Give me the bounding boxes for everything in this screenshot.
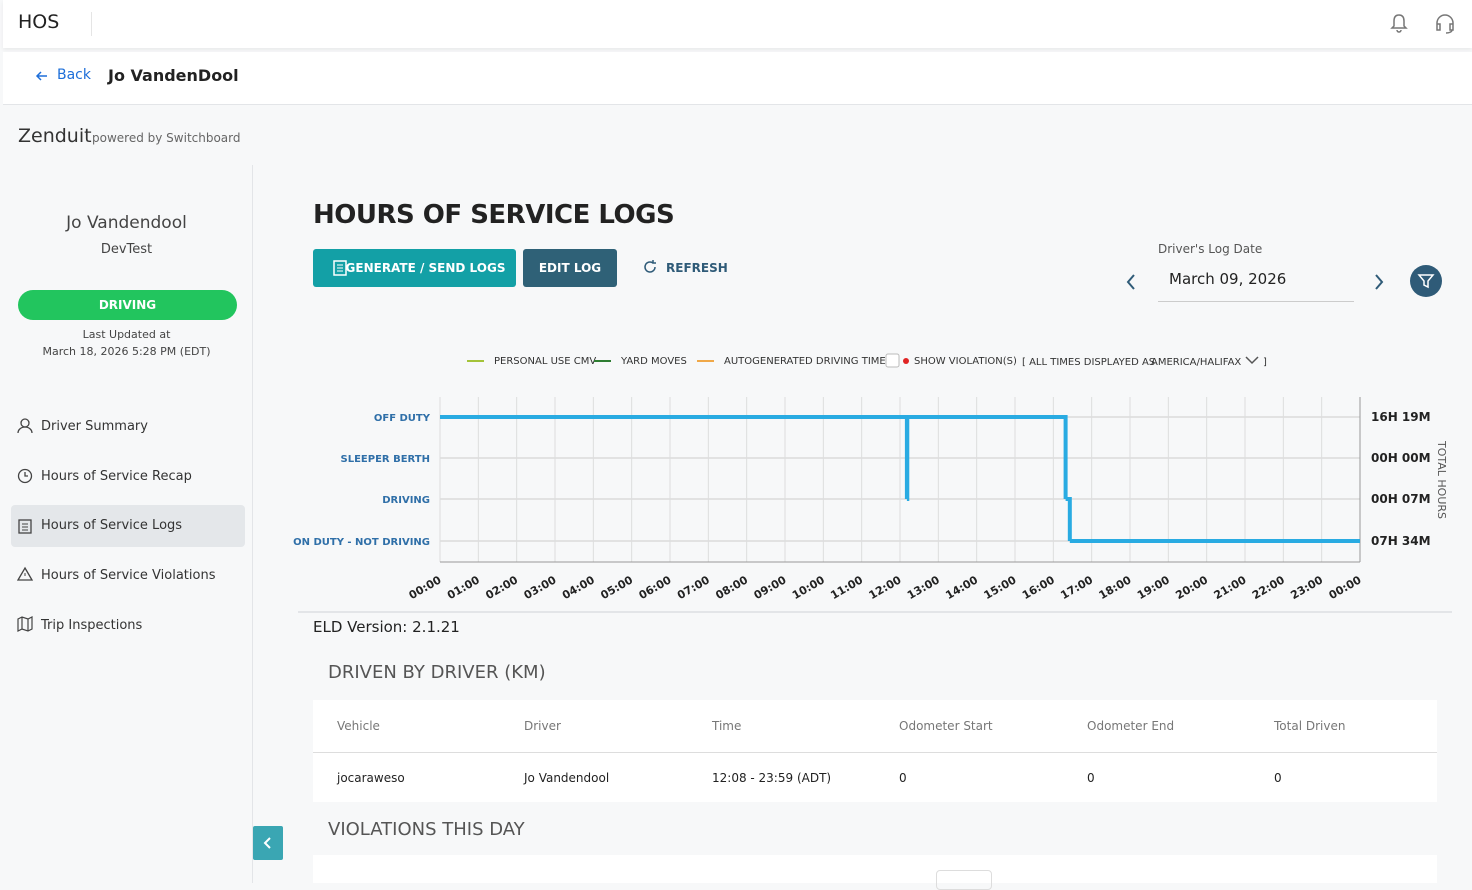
support-icon[interactable] [1433, 12, 1457, 36]
column-header: Total Driven [1274, 719, 1345, 733]
driven-table: Vehicle Driver Time Odometer Start Odometer … [313, 700, 1437, 802]
status-segment [440, 417, 907, 499]
violations-title: VIOLATIONS THIS DAY [328, 819, 525, 840]
nav-item[interactable]: Trip Inspections [11, 605, 245, 647]
status-segment [1066, 499, 1070, 541]
x-tick-label: 13:00 [905, 573, 942, 602]
x-tick-label: 16:00 [1020, 573, 1057, 602]
bell-icon[interactable] [1388, 12, 1410, 34]
nav-item[interactable]: Hours of Service Violations [11, 555, 245, 597]
driven-title: DRIVEN BY DRIVER (KM) [328, 662, 546, 683]
x-tick-label: 03:00 [522, 573, 559, 602]
x-tick-label: 14:00 [943, 573, 980, 602]
total-label: 00H 00M [1371, 451, 1431, 465]
x-tick-label: 06:00 [637, 573, 674, 602]
refresh-icon [642, 259, 658, 275]
top-bar: HOS [3, 0, 1472, 48]
nav-item[interactable]: Hours of Service Logs [11, 505, 245, 547]
date-field[interactable]: March 09, 2026 [1158, 262, 1354, 302]
x-tick-label: 19:00 [1135, 573, 1172, 602]
x-tick-label: 01:00 [445, 573, 482, 602]
timezone: AMERICA/HALIFAX [1151, 357, 1241, 368]
x-tick-label: 04:00 [560, 573, 597, 602]
y-tick-label: ON DUTY - NOT DRIVING [293, 537, 430, 548]
nav-item[interactable]: Hours of Service Recap [11, 456, 245, 498]
x-tick-label: 21:00 [1212, 573, 1249, 602]
y-tick-label: DRIVING [382, 495, 430, 506]
refresh-button[interactable]: REFRESH [666, 261, 728, 275]
x-tick-label: 20:00 [1173, 573, 1210, 602]
doc-icon [333, 260, 347, 276]
x-tick-label: 18:00 [1097, 573, 1134, 602]
x-tick-label: 05:00 [598, 573, 635, 602]
x-tick-label: 15:00 [982, 573, 1019, 602]
updated-time: March 18, 2026 5:28 PM (EDT) [0, 345, 253, 358]
prev-date[interactable] [1124, 272, 1138, 292]
status-badge: DRIVING [18, 290, 237, 320]
x-tick-label: 11:00 [828, 573, 865, 602]
x-tick-label: 00:00 [1327, 573, 1364, 602]
table-cell: 0 [1087, 771, 1095, 785]
violations-label: SHOW VIOLATION(S) [914, 356, 1017, 367]
generate-label: GENERATE / SEND LOGS [346, 261, 506, 275]
table-cell: Jo Vandendool [524, 771, 609, 785]
timezone-suffix: ] [1263, 357, 1267, 368]
total-label: 07H 34M [1371, 534, 1431, 548]
table-cell: jocaraweso [337, 771, 405, 785]
x-tick-label: 10:00 [790, 573, 827, 602]
date-label: Driver's Log Date [1158, 242, 1262, 256]
legend-label: AUTOGENERATED DRIVING TIME [724, 356, 886, 367]
timezone-dropdown [1246, 357, 1258, 363]
brand: Zenduit [18, 125, 92, 147]
y-tick-label: OFF DUTY [374, 413, 431, 424]
updated-label: Last Updated at [0, 328, 253, 341]
driver-heading: Jo VandenDool [108, 66, 239, 85]
brand-powered: powered by Switchboard [92, 131, 241, 145]
total-label: 16H 19M [1371, 410, 1431, 424]
column-header: Odometer Start [899, 719, 993, 733]
edit-button[interactable]: EDIT LOG [523, 249, 617, 287]
timezone-prefix: [ ALL TIMES DISPLAYED AS [1022, 357, 1155, 368]
column-header: Vehicle [337, 719, 380, 733]
x-tick-label: 22:00 [1250, 573, 1287, 602]
collapse-button[interactable] [253, 826, 283, 860]
legend-label: PERSONAL USE CMV [494, 356, 596, 367]
back-arrow[interactable] [35, 69, 49, 83]
app-title: HOS [18, 11, 59, 33]
y-tick-label: SLEEPER BERTH [341, 454, 430, 465]
column-header: Odometer End [1087, 719, 1174, 733]
page-title: HOURS OF SERVICE LOGS [313, 200, 674, 230]
y2-title: TOTAL HOURS [1435, 440, 1448, 519]
nav-item[interactable]: Driver Summary [11, 406, 245, 448]
x-tick-label: 00:00 [407, 573, 444, 602]
table-cell: 12:08 - 23:59 (ADT) [712, 771, 831, 785]
x-tick-label: 09:00 [752, 573, 789, 602]
x-tick-label: 07:00 [675, 573, 712, 602]
table-cell: 0 [899, 771, 907, 785]
table-cell: 0 [1274, 771, 1282, 785]
x-tick-label: 12:00 [867, 573, 904, 602]
x-tick-label: 08:00 [713, 573, 750, 602]
total-label: 00H 07M [1371, 492, 1431, 506]
nav-icons [17, 418, 35, 638]
sub-header: Back Jo VandenDool [3, 52, 1472, 105]
driver-name: Jo Vandendool [0, 213, 253, 233]
driver-group: DevTest [0, 242, 253, 257]
violations-panel [313, 855, 1437, 883]
x-tick-label: 02:00 [483, 573, 520, 602]
legend-label: YARD MOVES [620, 356, 687, 367]
next-date[interactable] [1372, 272, 1386, 292]
x-tick-label: 17:00 [1058, 573, 1095, 602]
column-header: Driver [524, 719, 561, 733]
violations-checkbox[interactable] [886, 354, 899, 367]
back-link[interactable]: Back [57, 67, 91, 83]
status-segment [907, 417, 1065, 499]
violation-dot [903, 358, 909, 364]
filter-button[interactable] [1409, 264, 1443, 298]
sidebar: Jo Vandendool DevTest DRIVING Last Updat… [0, 165, 253, 883]
column-header: Time [712, 719, 741, 733]
x-tick-label: 23:00 [1288, 573, 1325, 602]
eld-version: ELD Version: 2.1.21 [313, 618, 460, 636]
